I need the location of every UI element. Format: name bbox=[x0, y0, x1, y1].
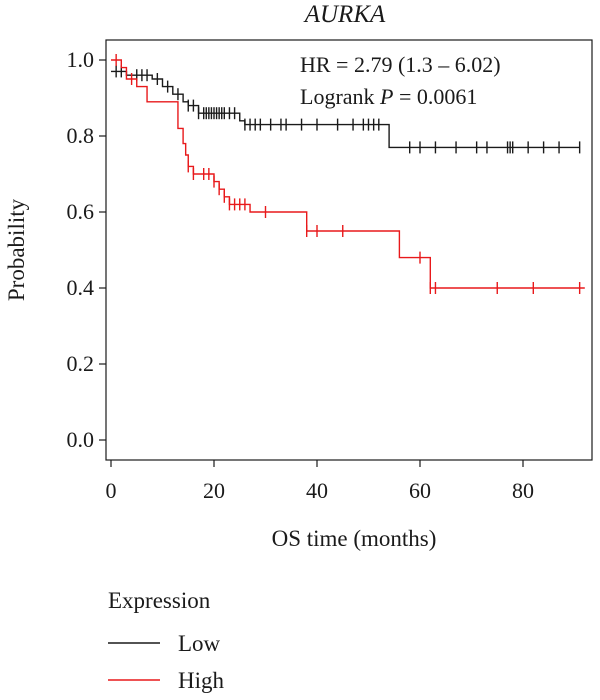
chart-title: AURKA bbox=[303, 1, 386, 28]
legend-label-low: Low bbox=[178, 631, 221, 656]
x-tick-label: 80 bbox=[512, 478, 534, 503]
x-tick-label: 40 bbox=[306, 478, 328, 503]
x-axis-label: OS time (months) bbox=[272, 526, 437, 551]
y-axis-label: Probability bbox=[4, 198, 29, 301]
y-tick-label: 0.0 bbox=[67, 427, 95, 452]
y-tick-label: 0.2 bbox=[67, 351, 95, 376]
axes: 0 20 40 60 80 0.0 0.2 0.4 0.6 0.8 1.0 bbox=[67, 40, 593, 503]
y-tick-label: 0.8 bbox=[67, 123, 95, 148]
logrank-annotation: Logrank P = 0.0061 bbox=[300, 84, 477, 109]
y-tick-label: 0.4 bbox=[67, 275, 95, 300]
legend-label-high: High bbox=[178, 668, 225, 693]
x-tick-label: 60 bbox=[409, 478, 431, 503]
x-tick-label: 20 bbox=[203, 478, 225, 503]
y-tick-label: 0.6 bbox=[67, 199, 95, 224]
y-tick-label: 1.0 bbox=[67, 47, 95, 72]
km-curve-low bbox=[111, 71, 580, 147]
legend: Expression Low High bbox=[108, 588, 225, 693]
hr-annotation: HR = 2.79 (1.3 – 6.02) bbox=[300, 52, 501, 77]
series-low bbox=[111, 65, 580, 153]
legend-title: Expression bbox=[108, 588, 211, 613]
x-tick-label: 0 bbox=[106, 478, 117, 503]
